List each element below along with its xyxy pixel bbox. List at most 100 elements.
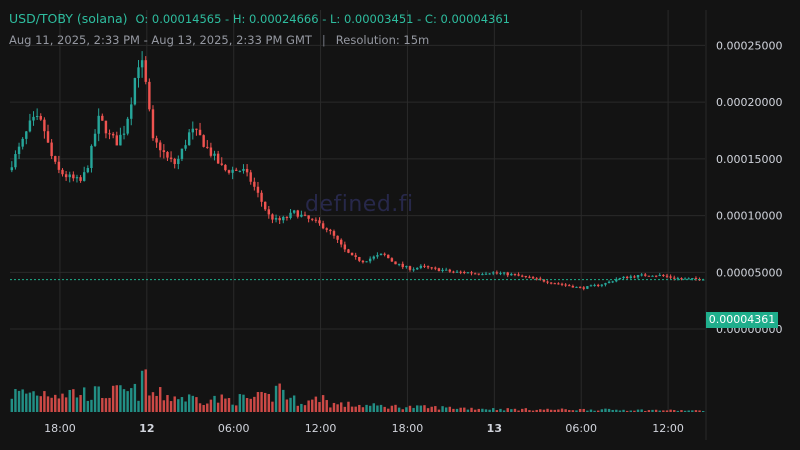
- volume-bar: [412, 407, 415, 412]
- candle-body: [629, 276, 633, 278]
- y-axis[interactable]: 0.000000000.000050000.000100000.00015000…: [716, 39, 782, 336]
- candle-body: [350, 252, 354, 256]
- candle-body: [64, 174, 68, 178]
- candle-body: [242, 168, 245, 171]
- candle-body: [173, 158, 176, 165]
- candle-body: [397, 263, 401, 265]
- candle-body: [466, 272, 470, 274]
- volume-bar: [21, 389, 24, 412]
- volume-bar: [513, 408, 517, 412]
- volume-bar: [607, 408, 611, 412]
- volume-bar: [224, 398, 227, 412]
- volume-bar: [625, 410, 629, 412]
- candle-body: [220, 163, 223, 165]
- volume-bar: [93, 386, 97, 412]
- volume-bar: [437, 409, 441, 412]
- candle-body: [597, 284, 600, 286]
- symbol-label[interactable]: USD/TOBY (solana): [9, 11, 128, 26]
- candle-body: [245, 168, 249, 173]
- volume-bar: [405, 407, 408, 412]
- candle-body: [213, 153, 216, 156]
- volume-bar: [477, 408, 480, 412]
- volume-bar: [492, 408, 495, 412]
- volume-bar: [600, 409, 604, 412]
- volume-bar: [654, 409, 658, 412]
- volume-bar: [658, 410, 661, 412]
- y-tick-label: 0.00010000: [716, 210, 782, 223]
- candle-body: [148, 81, 151, 110]
- volume-bar: [155, 395, 158, 412]
- candle-body: [416, 267, 419, 270]
- volume-bar: [260, 391, 263, 412]
- candle-body: [238, 170, 242, 172]
- candle-body: [488, 273, 491, 275]
- volume-bar: [387, 408, 390, 412]
- volume-bar: [484, 409, 488, 412]
- volume-bar: [365, 404, 368, 412]
- volume-bar: [227, 398, 231, 412]
- candle-body: [14, 154, 17, 168]
- candle-body: [39, 115, 42, 120]
- candle-body: [492, 272, 495, 274]
- candle-body: [528, 276, 531, 278]
- candle-body: [571, 285, 575, 288]
- volume-bar: [622, 409, 625, 412]
- volume-bar: [397, 407, 401, 412]
- candle-body: [611, 281, 614, 283]
- candle-body: [582, 287, 585, 289]
- volume-bar: [282, 389, 285, 412]
- volume-bar: [144, 369, 147, 412]
- volume-bar: [495, 410, 499, 412]
- volume-bar: [611, 409, 614, 412]
- volume-bar: [162, 400, 166, 412]
- candle-body: [636, 274, 640, 278]
- volume-bar: [546, 408, 549, 412]
- candle-body: [140, 60, 144, 68]
- volume-bar: [307, 400, 310, 412]
- volume-bar: [459, 407, 462, 412]
- volume-bar: [444, 407, 448, 412]
- volume-bar: [64, 397, 68, 412]
- candle-body: [111, 133, 115, 136]
- candle-body: [307, 215, 310, 219]
- volume-bar: [14, 389, 17, 412]
- candle-body: [539, 278, 542, 280]
- volume-bar: [502, 410, 506, 412]
- candle-body: [75, 177, 79, 179]
- candle-body: [137, 67, 140, 79]
- candle-body: [426, 266, 430, 268]
- candle-body: [35, 115, 39, 117]
- volume-bar: [213, 395, 216, 412]
- volume-bar: [669, 409, 672, 412]
- volume-bar: [50, 397, 53, 412]
- resolution-label[interactable]: Resolution: 15m: [335, 33, 430, 47]
- volume-bar: [553, 409, 556, 412]
- volume-bar: [531, 410, 535, 412]
- volume-bar: [676, 410, 680, 412]
- candle-body: [54, 156, 57, 162]
- volume-bar: [180, 397, 184, 412]
- volume-bar: [347, 401, 350, 412]
- candle-body: [673, 277, 676, 279]
- candle-body: [97, 115, 100, 134]
- volume-bar: [10, 398, 14, 412]
- chart-header: USD/TOBY (solana) O: 0.00014565 - H: 0.0…: [9, 11, 510, 26]
- candle-body: [72, 174, 75, 179]
- volume-bar: [694, 410, 698, 412]
- candle-body: [593, 284, 596, 286]
- volume-bar: [90, 399, 93, 412]
- candle-body: [376, 255, 379, 257]
- volume-bar: [235, 405, 238, 412]
- volume-bar: [198, 403, 202, 412]
- candle-body: [520, 275, 524, 277]
- candle-body: [292, 210, 296, 213]
- x-tick-label: 06:00: [565, 422, 597, 435]
- volume-bar: [35, 395, 39, 412]
- x-axis[interactable]: 18:00 12 06:00 12:00 18:00 13 06:00 12:00: [44, 422, 684, 435]
- candle-body: [477, 273, 480, 275]
- volume-bar: [300, 403, 303, 412]
- candle-body: [484, 273, 488, 275]
- candle-body: [126, 118, 129, 134]
